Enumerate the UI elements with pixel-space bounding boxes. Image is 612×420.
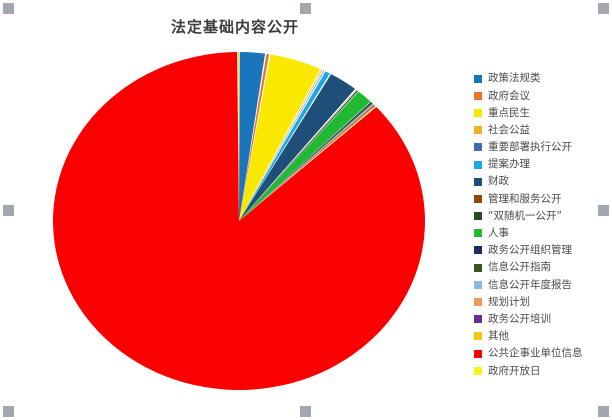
legend-item[interactable]: 管理和服务公开 bbox=[474, 190, 612, 207]
legend-color-swatch bbox=[474, 332, 482, 341]
legend-label: 重要部署执行公开 bbox=[488, 141, 572, 154]
legend-item[interactable]: 公共企事业单位信息 bbox=[474, 345, 612, 362]
legend-item[interactable]: 重点民生 bbox=[474, 104, 612, 121]
legend-item[interactable]: “双随机一公开” bbox=[474, 208, 612, 225]
pie-slice[interactable] bbox=[239, 69, 323, 221]
legend-item[interactable]: 社会公益 bbox=[474, 122, 612, 139]
legend-item[interactable]: 政策法规类 bbox=[474, 70, 612, 87]
legend-label: 社会公益 bbox=[488, 123, 530, 136]
legend-color-swatch bbox=[474, 349, 482, 358]
legend-label: 公共企事业单位信息 bbox=[488, 347, 583, 360]
legend-label: 信息公开年度报告 bbox=[488, 278, 572, 291]
legend-label: 其他 bbox=[488, 330, 509, 343]
legend-item[interactable]: 政府开放日 bbox=[474, 362, 612, 379]
legend-color-swatch bbox=[474, 366, 482, 375]
legend-label: 财政 bbox=[488, 175, 509, 188]
chart-legend: 政策法规类政府会议重点民生社会公益重要部署执行公开 提案办理财政管理和服务公开 “双… bbox=[474, 70, 612, 379]
legend-label: 重点民生 bbox=[488, 106, 530, 119]
legend-label: 提案办理 bbox=[488, 158, 530, 171]
pie-slice[interactable] bbox=[239, 101, 372, 221]
pie-slice[interactable] bbox=[239, 104, 375, 221]
legend-color-swatch bbox=[474, 229, 482, 238]
pie-slice-group bbox=[53, 51, 426, 391]
legend-color-swatch bbox=[474, 160, 482, 169]
legend-color-swatch bbox=[474, 263, 482, 272]
legend-item[interactable]: 人事 bbox=[474, 225, 612, 242]
legend-color-swatch bbox=[474, 143, 482, 152]
legend-label: 政府开放日 bbox=[488, 364, 541, 377]
legend-color-swatch bbox=[474, 315, 482, 324]
legend-item[interactable]: 财政 bbox=[474, 173, 612, 190]
legend-item[interactable]: 提案办理 bbox=[474, 156, 612, 173]
pie-slice[interactable] bbox=[239, 90, 359, 221]
pie-slice[interactable] bbox=[53, 52, 426, 391]
pie-chart-svg bbox=[53, 51, 426, 391]
resize-handle-middle-right[interactable] bbox=[598, 205, 609, 216]
legend-label: 人事 bbox=[488, 227, 509, 240]
legend-color-swatch bbox=[474, 194, 482, 203]
legend-color-swatch bbox=[474, 177, 482, 186]
legend-label: 政府会议 bbox=[488, 89, 530, 102]
pie-slice[interactable] bbox=[239, 54, 321, 222]
pie-plot-area[interactable] bbox=[40, 40, 440, 405]
legend-item[interactable]: 重要部署执行公开 bbox=[474, 139, 612, 156]
resize-handle-top-right[interactable] bbox=[598, 3, 609, 14]
pie-slice[interactable] bbox=[239, 52, 266, 221]
pie-slice[interactable] bbox=[239, 103, 374, 221]
chart-title: 法定基础内容公开 bbox=[170, 18, 299, 36]
pie-slice[interactable] bbox=[239, 71, 330, 221]
pie-slice[interactable] bbox=[239, 102, 373, 221]
resize-handle-bottom-left[interactable] bbox=[3, 406, 14, 417]
legend-item[interactable]: 其他 bbox=[474, 328, 612, 345]
pie-slice[interactable] bbox=[239, 53, 270, 221]
legend-label: 政策法规类 bbox=[488, 72, 541, 85]
pie-slice[interactable] bbox=[239, 104, 375, 221]
pie-slice[interactable] bbox=[239, 70, 325, 222]
legend-color-swatch bbox=[474, 212, 482, 221]
legend-color-swatch bbox=[474, 74, 482, 83]
legend-label: 信息公开指南 bbox=[488, 261, 551, 274]
pie-slice[interactable] bbox=[239, 89, 357, 221]
resize-handle-top-center[interactable] bbox=[300, 3, 311, 14]
pie-slice[interactable] bbox=[237, 51, 239, 221]
resize-handle-bottom-center[interactable] bbox=[300, 406, 311, 417]
resize-handle-bottom-right[interactable] bbox=[598, 406, 609, 417]
legend-color-swatch bbox=[474, 298, 482, 307]
pie-slice[interactable] bbox=[239, 91, 371, 221]
legend-item[interactable]: 政务公开组织管理 bbox=[474, 242, 612, 259]
legend-color-swatch bbox=[474, 91, 482, 100]
legend-label: 管理和服务公开 bbox=[488, 192, 562, 205]
legend-item[interactable]: 信息公开年度报告 bbox=[474, 276, 612, 293]
legend-label: 政务公开培训 bbox=[488, 312, 551, 325]
legend-item[interactable]: 政府会议 bbox=[474, 87, 612, 104]
pie-slice[interactable] bbox=[239, 74, 356, 222]
legend-item[interactable]: 政务公开培训 bbox=[474, 311, 612, 328]
legend-color-swatch bbox=[474, 280, 482, 289]
legend-color-swatch bbox=[474, 246, 482, 255]
legend-color-swatch bbox=[474, 108, 482, 117]
resize-handle-middle-left[interactable] bbox=[3, 205, 14, 216]
legend-label: “双随机一公开” bbox=[488, 209, 562, 222]
legend-label: 政务公开组织管理 bbox=[488, 244, 572, 257]
legend-item[interactable]: 规划计划 bbox=[474, 293, 612, 310]
pie-slice[interactable] bbox=[239, 105, 376, 221]
legend-item[interactable]: 信息公开指南 bbox=[474, 259, 612, 276]
legend-color-swatch bbox=[474, 126, 482, 135]
resize-handle-top-left[interactable] bbox=[3, 3, 14, 14]
legend-label: 规划计划 bbox=[488, 295, 530, 308]
